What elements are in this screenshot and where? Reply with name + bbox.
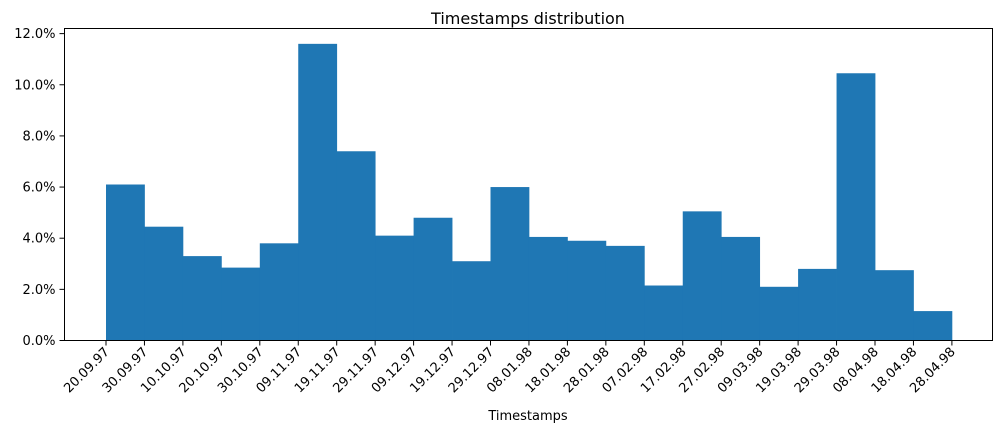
bar (259, 243, 299, 341)
y-tick-label: 6.0% (22, 181, 55, 196)
bar (375, 235, 414, 341)
y-tick-label: 0.0% (22, 334, 55, 349)
y-tick-label: 4.0% (22, 232, 55, 247)
bar (528, 236, 568, 341)
chart-title: Timestamps distribution (430, 9, 625, 28)
bar (567, 240, 607, 341)
bar (413, 217, 453, 341)
x-axis-label: Timestamps (487, 409, 568, 424)
plot-frame (64, 28, 993, 341)
bars (106, 43, 953, 341)
bar (759, 286, 799, 341)
bar (721, 236, 761, 341)
bar (644, 285, 684, 341)
y-tick-label: 2.0% (22, 283, 55, 298)
bar (836, 73, 876, 341)
bar (913, 311, 953, 341)
bar (336, 151, 376, 341)
bar (875, 270, 914, 341)
y-tick-label: 8.0% (22, 129, 55, 144)
y-tick-label: 12.0% (14, 27, 55, 42)
bar (490, 187, 530, 341)
bar (221, 267, 261, 341)
bar (452, 261, 491, 341)
bar (682, 211, 722, 341)
bar (144, 226, 184, 341)
bar (605, 245, 645, 341)
y-tick-label: 10.0% (14, 78, 55, 93)
bar (798, 268, 837, 341)
bar (298, 43, 338, 341)
bar (106, 184, 145, 341)
bar (182, 256, 222, 341)
